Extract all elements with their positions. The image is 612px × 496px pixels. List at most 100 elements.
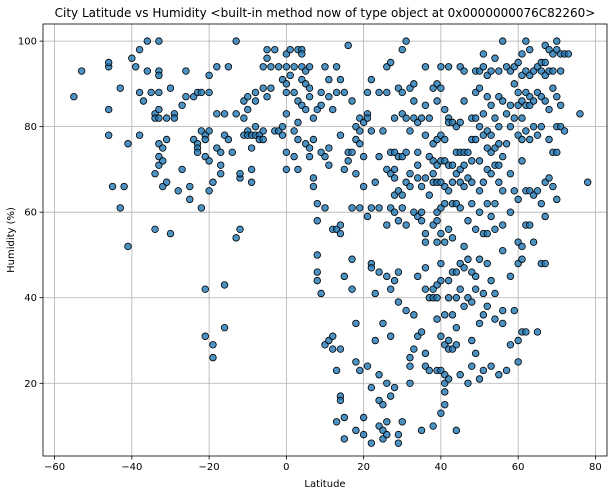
data-point <box>510 114 518 122</box>
data-point <box>205 157 213 165</box>
data-point <box>209 341 217 349</box>
data-point <box>282 63 291 71</box>
data-point <box>197 204 206 212</box>
data-point <box>549 67 557 75</box>
data-point <box>402 221 410 229</box>
data-point <box>104 105 113 114</box>
data-point <box>437 84 445 92</box>
data-point <box>344 41 352 50</box>
data-point <box>336 131 345 139</box>
data-point <box>475 255 484 263</box>
data-point <box>495 67 503 75</box>
data-point <box>441 400 449 409</box>
data-point <box>433 97 441 105</box>
data-point <box>193 148 202 157</box>
data-point <box>352 319 360 328</box>
data-point <box>522 127 530 135</box>
data-point <box>437 276 445 285</box>
data-point <box>363 114 372 122</box>
data-point <box>340 165 349 174</box>
data-point <box>491 225 499 234</box>
data-point <box>332 63 341 71</box>
data-point <box>394 298 403 306</box>
data-point <box>491 199 499 208</box>
data-point <box>135 131 144 139</box>
data-point <box>294 118 302 127</box>
data-point <box>159 144 167 152</box>
data-point <box>402 37 410 45</box>
data-point <box>155 71 163 80</box>
data-point <box>282 88 291 97</box>
data-point <box>541 259 549 268</box>
data-point <box>363 88 372 97</box>
data-point <box>514 358 522 366</box>
data-point <box>471 285 480 293</box>
x-tick-label: 0 <box>283 462 289 473</box>
data-point <box>499 152 507 161</box>
data-point <box>495 122 503 131</box>
data-point <box>386 58 395 67</box>
data-point <box>583 178 592 186</box>
data-point <box>124 140 132 148</box>
data-point <box>398 204 406 212</box>
data-point <box>124 242 132 251</box>
data-point <box>251 122 260 131</box>
data-point <box>417 426 426 435</box>
data-point <box>356 140 364 148</box>
data-point <box>471 135 480 144</box>
x-tick-label: 40 <box>435 462 448 473</box>
data-point <box>510 80 518 88</box>
data-point <box>139 97 148 105</box>
data-point <box>379 127 387 135</box>
data-point <box>526 45 534 54</box>
data-point <box>444 294 453 302</box>
data-point <box>151 225 159 234</box>
data-point <box>514 336 522 345</box>
data-point <box>452 341 461 349</box>
data-point <box>162 114 171 122</box>
data-point <box>104 131 113 139</box>
data-point <box>166 84 175 92</box>
data-point <box>309 182 318 191</box>
data-point <box>201 135 209 144</box>
data-point <box>209 178 217 186</box>
data-point <box>313 199 321 208</box>
data-point <box>549 84 557 92</box>
data-point <box>356 204 364 212</box>
data-point <box>460 302 468 310</box>
data-point <box>348 255 356 263</box>
data-point <box>348 204 356 212</box>
data-point <box>367 127 376 135</box>
data-point <box>356 366 364 375</box>
data-point <box>309 174 318 182</box>
data-point <box>475 375 484 383</box>
data-point <box>406 127 414 135</box>
data-point <box>398 88 406 97</box>
data-point <box>495 178 503 186</box>
data-point <box>290 63 298 71</box>
y-axis-label: Humidity (%) <box>6 207 17 273</box>
data-point <box>506 341 515 349</box>
data-point <box>518 135 526 144</box>
data-point <box>120 182 128 191</box>
plot-frame <box>42 23 608 457</box>
data-point <box>108 182 117 191</box>
data-point <box>537 122 546 131</box>
data-point <box>182 93 190 101</box>
data-point <box>294 165 302 174</box>
data-point <box>468 336 476 345</box>
data-point <box>479 311 488 319</box>
grid <box>43 24 607 456</box>
data-point <box>460 264 468 272</box>
data-point <box>251 97 260 105</box>
data-point <box>398 191 406 199</box>
data-point <box>159 157 167 165</box>
data-point <box>410 311 418 319</box>
data-point <box>247 144 256 152</box>
data-point <box>247 165 256 174</box>
data-point <box>205 127 213 135</box>
data-point <box>155 37 163 45</box>
data-point <box>541 97 549 105</box>
data-point <box>483 302 491 310</box>
data-point <box>313 251 321 259</box>
